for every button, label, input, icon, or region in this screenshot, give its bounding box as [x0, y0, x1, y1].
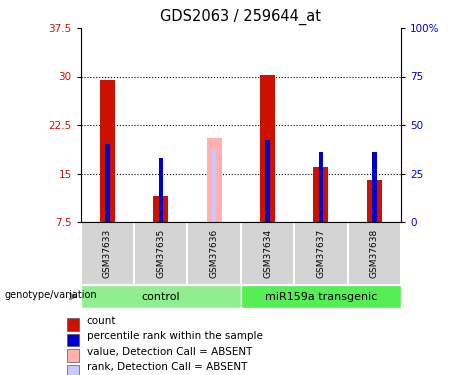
Text: GSM37636: GSM37636	[210, 229, 219, 278]
Text: control: control	[142, 291, 180, 302]
Bar	[294, 222, 348, 285]
Bar	[67, 318, 78, 331]
Bar	[81, 285, 241, 308]
Bar	[241, 222, 294, 285]
Bar	[372, 152, 377, 222]
Bar	[319, 152, 323, 222]
Text: value, Detection Call = ABSENT: value, Detection Call = ABSENT	[87, 347, 252, 357]
Text: GSM37633: GSM37633	[103, 229, 112, 278]
Bar	[313, 167, 328, 222]
Text: GSM37634: GSM37634	[263, 229, 272, 278]
Bar	[81, 222, 134, 285]
Bar	[159, 158, 163, 222]
Title: GDS2063 / 259644_at: GDS2063 / 259644_at	[160, 9, 321, 25]
Text: GSM37637: GSM37637	[316, 229, 325, 278]
Text: percentile rank within the sample: percentile rank within the sample	[87, 331, 263, 341]
Bar	[212, 149, 216, 222]
Bar	[188, 222, 241, 285]
Bar	[207, 138, 222, 222]
Text: miR159a transgenic: miR159a transgenic	[265, 291, 377, 302]
Bar	[348, 222, 401, 285]
Bar	[67, 365, 78, 375]
Bar	[134, 222, 188, 285]
Bar	[367, 180, 382, 222]
Text: genotype/variation: genotype/variation	[5, 290, 97, 300]
Text: count: count	[87, 316, 116, 326]
Bar	[241, 285, 401, 308]
Text: GSM37638: GSM37638	[370, 229, 379, 278]
Bar	[105, 144, 110, 222]
Bar	[67, 349, 78, 361]
Bar	[260, 75, 275, 222]
Bar	[266, 140, 270, 222]
Text: rank, Detection Call = ABSENT: rank, Detection Call = ABSENT	[87, 362, 247, 372]
Bar	[100, 80, 115, 222]
Text: GSM37635: GSM37635	[156, 229, 165, 278]
Bar	[154, 196, 168, 222]
Bar	[67, 334, 78, 346]
